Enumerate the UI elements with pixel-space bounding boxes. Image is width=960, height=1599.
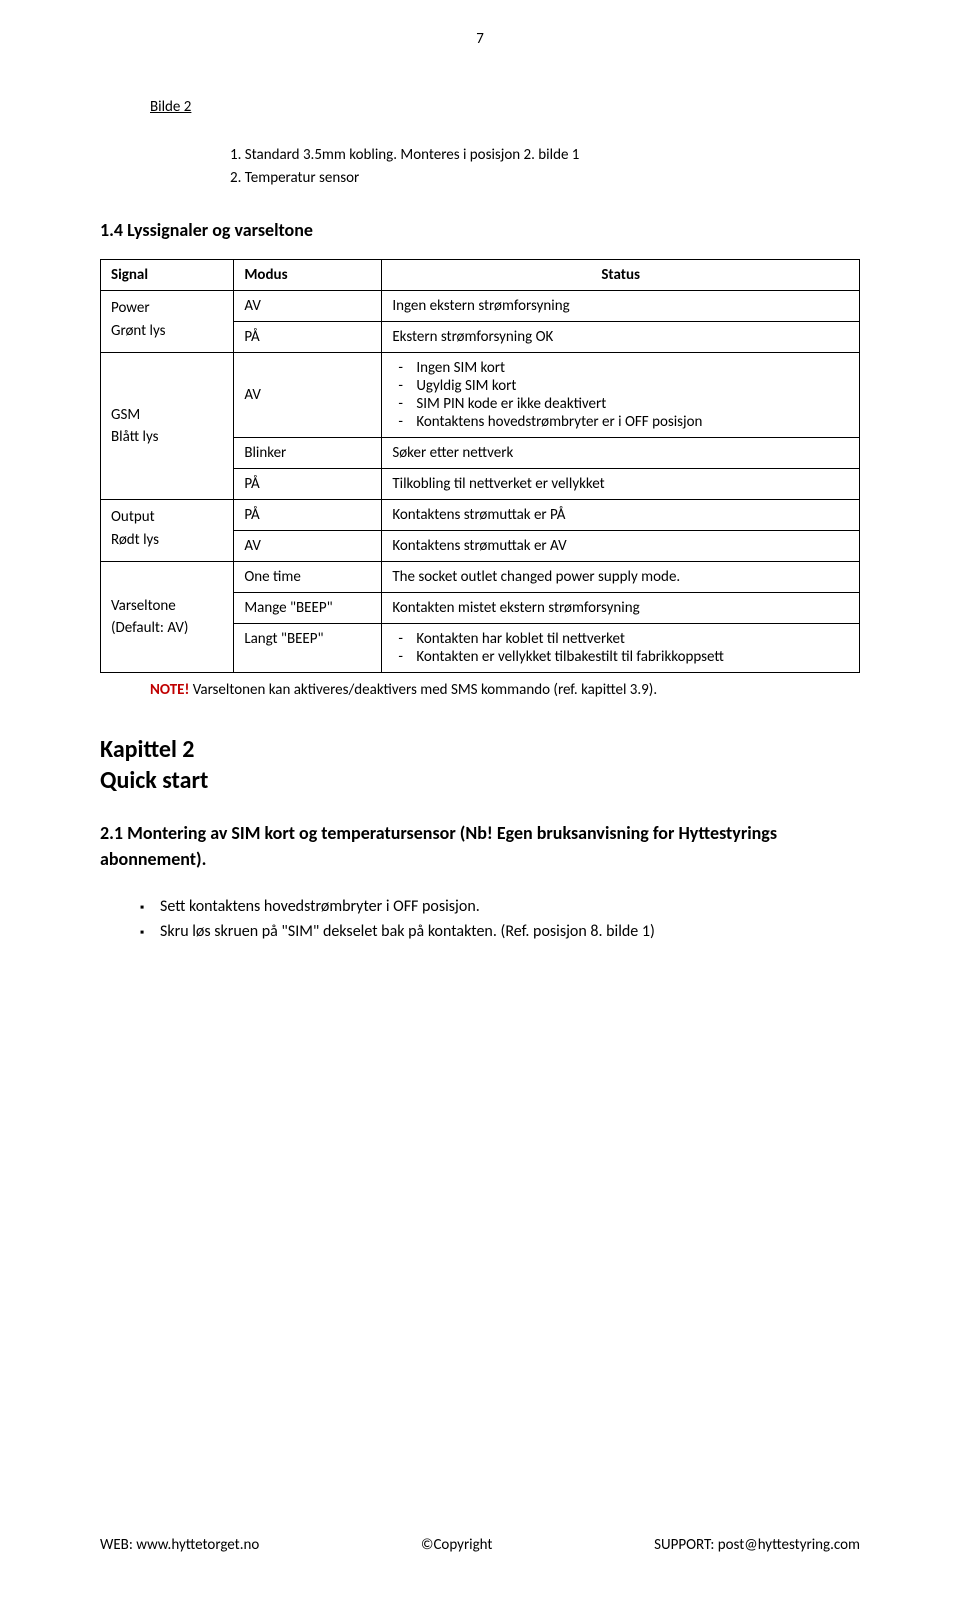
table-header: Signal — [101, 260, 234, 291]
status-cell: Ekstern strømforsyning OK — [382, 322, 860, 353]
page-footer: WEB: www.hyttetorget.no ©Copyright SUPPO… — [100, 1536, 860, 1554]
status-cell: Kontakten har koblet til nettverket Kont… — [382, 624, 860, 673]
status-cell: Kontaktens strømuttak er PÅ — [382, 500, 860, 531]
status-cell: Ingen ekstern strømforsyning — [382, 291, 860, 322]
status-cell: Kontakten mistet ekstern strømforsyning — [382, 593, 860, 624]
note-text: Varseltonen kan aktiveres/deaktivers med… — [189, 681, 657, 699]
signal-cell: Varseltone (Default: AV) — [101, 562, 234, 673]
footer-copyright: ©Copyright — [421, 1536, 493, 1554]
signal-cell: Power Grønt lys — [101, 291, 234, 353]
table-row: Varseltone (Default: AV) One time The so… — [101, 562, 860, 593]
modus-cell: PÅ — [234, 500, 382, 531]
modus-cell: AV — [234, 531, 382, 562]
footer-support: SUPPORT: post@hyttestyring.com — [654, 1536, 860, 1554]
status-cell: Kontaktens strømuttak er AV — [382, 531, 860, 562]
note-label: NOTE! — [150, 681, 189, 699]
image-caption: Bilde 2 — [150, 98, 860, 116]
note: NOTE! Varseltonen kan aktiveres/deaktive… — [150, 681, 860, 699]
list-item: Sett kontaktens hovedstrømbryter i OFF p… — [140, 894, 860, 920]
numbered-list: 1. Standard 3.5mm kobling. Monteres i po… — [230, 144, 860, 189]
section-title-1-4: 1.4 Lyssignaler og varseltone — [100, 219, 860, 241]
modus-cell: AV — [234, 353, 382, 438]
signal-cell: Output Rødt lys — [101, 500, 234, 562]
chapter-heading: Kapittel 2 Quick start — [100, 734, 860, 796]
status-cell: Ingen SIM kort Ugyldig SIM kort SIM PIN … — [382, 353, 860, 438]
page-number: 7 — [100, 0, 860, 48]
table-header: Status — [382, 260, 860, 291]
status-cell: The socket outlet changed power supply m… — [382, 562, 860, 593]
modus-cell: Langt "BEEP" — [234, 624, 382, 673]
bullet-list: Sett kontaktens hovedstrømbryter i OFF p… — [140, 894, 860, 945]
signal-table: Signal Modus Status Power Grønt lys AV I… — [100, 259, 860, 673]
subsection-2-1: 2.1 Montering av SIM kort og temperaturs… — [100, 821, 860, 871]
status-cell: Søker etter nettverk — [382, 438, 860, 469]
modus-cell: PÅ — [234, 469, 382, 500]
table-header: Modus — [234, 260, 382, 291]
modus-cell: PÅ — [234, 322, 382, 353]
list-item: 2. Temperatur sensor — [230, 167, 860, 190]
footer-web: WEB: www.hyttetorget.no — [100, 1536, 259, 1554]
list-item: 1. Standard 3.5mm kobling. Monteres i po… — [230, 144, 860, 167]
table-header-row: Signal Modus Status — [101, 260, 860, 291]
modus-cell: Blinker — [234, 438, 382, 469]
modus-cell: AV — [234, 291, 382, 322]
table-row: Power Grønt lys AV Ingen ekstern strømfo… — [101, 291, 860, 322]
modus-cell: Mange "BEEP" — [234, 593, 382, 624]
table-row: GSM Blått lys AV Ingen SIM kort Ugyldig … — [101, 353, 860, 438]
signal-cell: GSM Blått lys — [101, 353, 234, 500]
modus-cell: One time — [234, 562, 382, 593]
list-item: Skru løs skruen på "SIM" dekselet bak på… — [140, 919, 860, 945]
table-row: Output Rødt lys PÅ Kontaktens strømuttak… — [101, 500, 860, 531]
status-cell: Tilkobling til nettverket er vellykket — [382, 469, 860, 500]
